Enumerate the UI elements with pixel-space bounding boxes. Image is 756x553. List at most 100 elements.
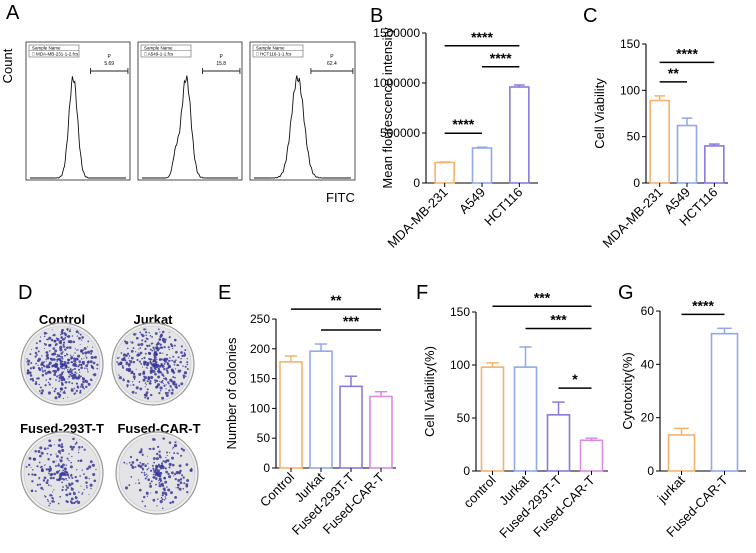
sample-name-label: Sample Name	[144, 46, 173, 51]
histogram-frame	[137, 41, 243, 181]
y-tick-label: 50	[457, 411, 471, 425]
y-axis-label: Cell Viability(%)	[422, 346, 437, 437]
sample-header-box	[28, 44, 80, 58]
panel-letter-f: F	[416, 282, 428, 304]
plate-label-fused-car-t: Fused-CAR-T	[117, 421, 200, 436]
gate-percent: 62.4	[327, 61, 337, 67]
bar	[279, 361, 303, 469]
x-tick-label: MDA-MB-231	[599, 185, 665, 251]
gate-label: P	[220, 54, 224, 60]
bar-chart-g: 0204060Cytotoxity(%)jurkatFused-CAR-T***…	[620, 297, 746, 540]
histogram-curve	[254, 75, 351, 179]
colony-plate	[20, 431, 104, 515]
flow-histogram: Sample Name□ HCT116-1-1.fcs P62.4	[249, 41, 356, 181]
x-tick-label: control	[460, 472, 498, 510]
y-tick-label: 250	[250, 312, 270, 326]
flow-histogram-panel: Count FITC Sample Name□ MDA-MB-231-1-2.f…	[0, 41, 356, 205]
y-axis-label: Number of colonies	[224, 337, 239, 449]
y-tick-label: 150	[250, 372, 270, 386]
colony-plate	[111, 322, 195, 406]
bar-chart-e: 0 50 100 150 200 250 Number of colonies Control…	[224, 292, 396, 538]
y-tick-label: 20	[641, 411, 655, 425]
bar	[710, 332, 739, 472]
panel-letter-a: A	[6, 2, 20, 24]
bar	[667, 434, 696, 472]
flow-x-label: FITC	[326, 190, 355, 205]
colony-plate	[115, 431, 199, 515]
y-tick-label: 100	[620, 83, 640, 97]
bar	[369, 395, 393, 469]
x-tick-label: jurkat	[654, 472, 688, 506]
x-tick-label: Control	[257, 469, 297, 509]
significance-label: *	[572, 371, 578, 387]
sample-file-name: □ HCT116-1-1.fcs	[256, 52, 292, 57]
gate-percent: 15.8	[216, 61, 226, 67]
y-tick-label: 100	[250, 401, 270, 415]
y-tick-label: 60	[641, 304, 655, 318]
y-tick-label: 0	[263, 461, 270, 475]
y-tick-label: 150	[620, 37, 640, 51]
x-tick-label: HCT116	[481, 185, 525, 229]
bar	[546, 414, 571, 472]
y-tick-label: 40	[641, 357, 655, 371]
significance-label: **	[668, 65, 679, 81]
histogram-curve	[142, 75, 238, 179]
histogram-frame	[249, 41, 356, 181]
y-tick-label: 500000	[380, 126, 420, 140]
y-tick-label: 50	[257, 431, 271, 445]
y-axis-label: Cell Viability	[592, 78, 607, 149]
colony-plate	[20, 322, 104, 406]
panel-letter-e: E	[218, 282, 231, 304]
sample-header-box	[140, 44, 192, 58]
significance-label: ***	[534, 289, 551, 305]
panel-letter-c: C	[583, 5, 597, 27]
flow-histogram: Sample Name□ A549-1-1.fcs P15.8	[137, 41, 243, 181]
sample-file-name: □ A549-1-1.fcs	[144, 52, 174, 57]
flow-y-label: Count	[0, 48, 15, 83]
y-tick-label: 0	[647, 464, 654, 478]
panel-letter-d: D	[18, 282, 32, 304]
y-tick-label: 0	[633, 176, 640, 190]
flow-histogram: Sample Name□ MDA-MB-231-1-2.fcs P5.69	[25, 41, 131, 181]
significance-label: ****	[692, 297, 714, 313]
bar	[309, 350, 333, 469]
plate-label-control: Control	[39, 312, 85, 327]
y-axis-label: Cytotoxity(%)	[620, 352, 635, 429]
y-tick-label: 1500000	[373, 26, 420, 40]
plate-label-fused-293t-t: Fused-293T-T	[20, 421, 104, 436]
gate-label: P	[330, 54, 334, 60]
y-tick-label: 0	[463, 464, 470, 478]
histogram-frame	[25, 41, 131, 181]
panel-letter-g: G	[618, 282, 634, 304]
gate-percent: 5.69	[104, 61, 114, 67]
bar	[339, 385, 363, 469]
sample-name-label: Sample Name	[32, 46, 61, 51]
panel-letter-b: B	[370, 5, 383, 27]
bar	[509, 86, 530, 184]
y-tick-label: 100	[450, 358, 470, 372]
significance-label: ****	[471, 29, 493, 45]
significance-label: ****	[676, 45, 698, 61]
y-axis-label: Mean flourescence intensity	[380, 27, 395, 189]
y-tick-label: 1000000	[373, 76, 420, 90]
colony-plates-panel: Control Jurkat Fused-293T-T Fused-CAR-T	[20, 312, 201, 515]
significance-label: ***	[550, 312, 567, 328]
y-tick-label: 0	[413, 176, 420, 190]
sample-header-box	[252, 44, 304, 58]
y-tick-label: 150	[450, 305, 470, 319]
bar	[579, 439, 604, 472]
y-tick-label: 50	[627, 130, 641, 144]
significance-label: ****	[490, 50, 512, 66]
bar	[704, 145, 725, 184]
plate-label-jurkat: Jurkat	[133, 312, 173, 327]
significance-label: ****	[452, 116, 474, 132]
bar	[480, 366, 505, 472]
gate-label: P	[108, 54, 112, 60]
sample-name-label: Sample Name	[256, 46, 285, 51]
bar	[434, 161, 455, 184]
significance-label: **	[331, 292, 342, 308]
significance-label: ***	[343, 313, 360, 329]
